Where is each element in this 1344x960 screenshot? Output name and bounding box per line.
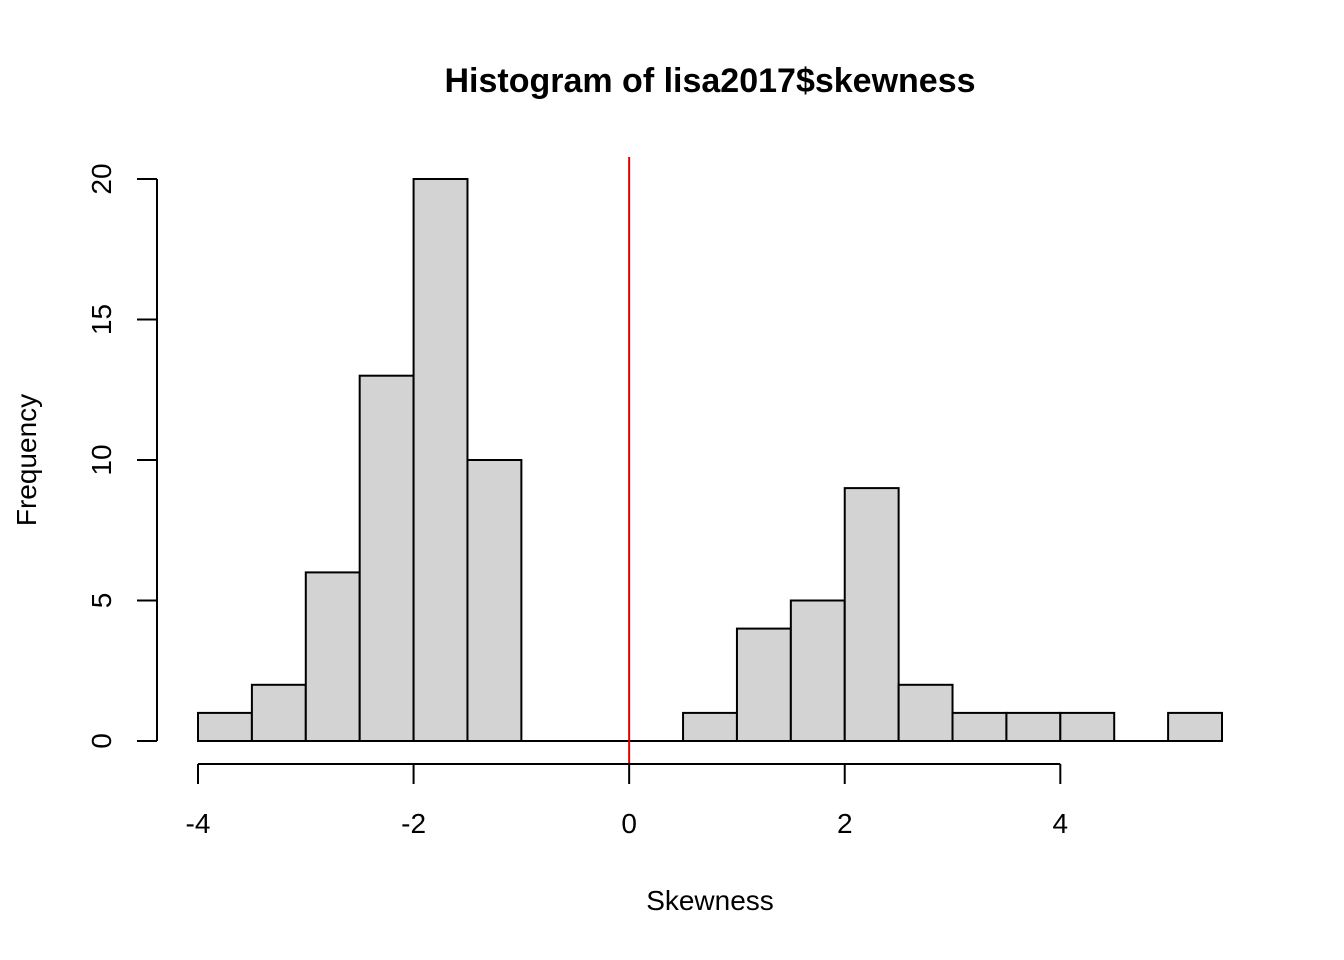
histogram-bar bbox=[197, 711, 253, 743]
y-axis: 0 5 10 15 20 bbox=[86, 163, 158, 749]
histogram-bar bbox=[1005, 711, 1062, 743]
histogram-bar bbox=[682, 711, 738, 743]
histogram-bar bbox=[466, 459, 523, 742]
y-tick-label: 5 bbox=[86, 593, 117, 609]
histogram-bar bbox=[1059, 711, 1116, 743]
histogram-bar bbox=[951, 711, 1008, 743]
x-tick-label: -2 bbox=[401, 808, 426, 839]
bars-group bbox=[197, 178, 1223, 743]
y-tick-label: 0 bbox=[86, 733, 117, 749]
x-axis: -4 -2 0 2 4 bbox=[186, 763, 1069, 839]
x-tick-label: 4 bbox=[1053, 808, 1069, 839]
histogram-bar bbox=[897, 683, 954, 742]
histogram-bar bbox=[304, 571, 361, 743]
histogram-bar bbox=[843, 487, 900, 742]
histogram-bar bbox=[735, 627, 792, 742]
y-axis-label: Frequency bbox=[11, 394, 42, 526]
x-tick-label: 0 bbox=[621, 808, 637, 839]
histogram-bar bbox=[358, 374, 415, 742]
y-tick-label: 10 bbox=[86, 444, 117, 475]
histogram-bar bbox=[250, 683, 307, 742]
histogram-bar bbox=[1167, 711, 1223, 743]
y-tick-label: 20 bbox=[86, 163, 117, 194]
chart-title: Histogram of lisa2017$skewness bbox=[444, 62, 975, 100]
x-tick-label: 2 bbox=[837, 808, 853, 839]
histogram-bar bbox=[789, 599, 846, 742]
x-axis-label: Skewness bbox=[646, 885, 774, 916]
histogram-bar bbox=[412, 178, 469, 742]
y-tick-label: 15 bbox=[86, 304, 117, 335]
x-tick-label: -4 bbox=[186, 808, 211, 839]
